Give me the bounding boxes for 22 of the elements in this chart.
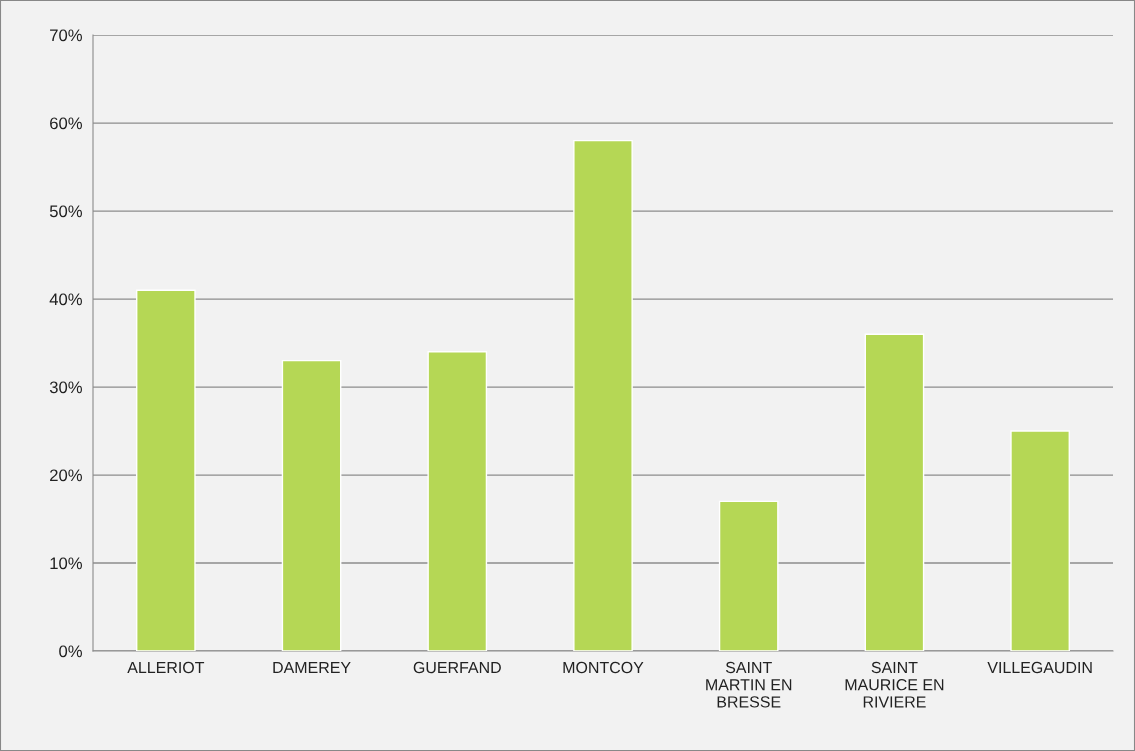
- x-tick-label: GUERFAND: [413, 661, 501, 674]
- x-tick-label: SAINT MARTIN EN BRESSE: [706, 661, 792, 708]
- bar: [864, 333, 925, 651]
- bar: [1010, 430, 1070, 651]
- y-tick-label: 30%: [49, 381, 82, 394]
- x-tick-label: DAMEREY: [273, 662, 351, 673]
- y-tick-label: 40%: [49, 293, 82, 306]
- x-tick-label: SAINT MAURICE EN RIVIERE: [845, 661, 944, 708]
- y-tick-label: 50%: [49, 205, 82, 218]
- y-tick-label: 70%: [50, 29, 82, 42]
- bar: [427, 351, 488, 651]
- bar: [136, 289, 196, 651]
- y-tick-label: 10%: [50, 557, 82, 570]
- x-tick-label: MONTCOY: [563, 661, 644, 674]
- y-tick-label: 0%: [59, 645, 82, 658]
- x-tick-label: VILLEGAUDIN: [987, 661, 1092, 674]
- bar: [281, 359, 342, 651]
- x-tick-label: ALLERIOT: [127, 661, 205, 674]
- y-tick-label: 20%: [50, 469, 82, 482]
- bar: [573, 139, 633, 651]
- bar: [718, 500, 779, 651]
- y-tick-label: 60%: [50, 117, 82, 130]
